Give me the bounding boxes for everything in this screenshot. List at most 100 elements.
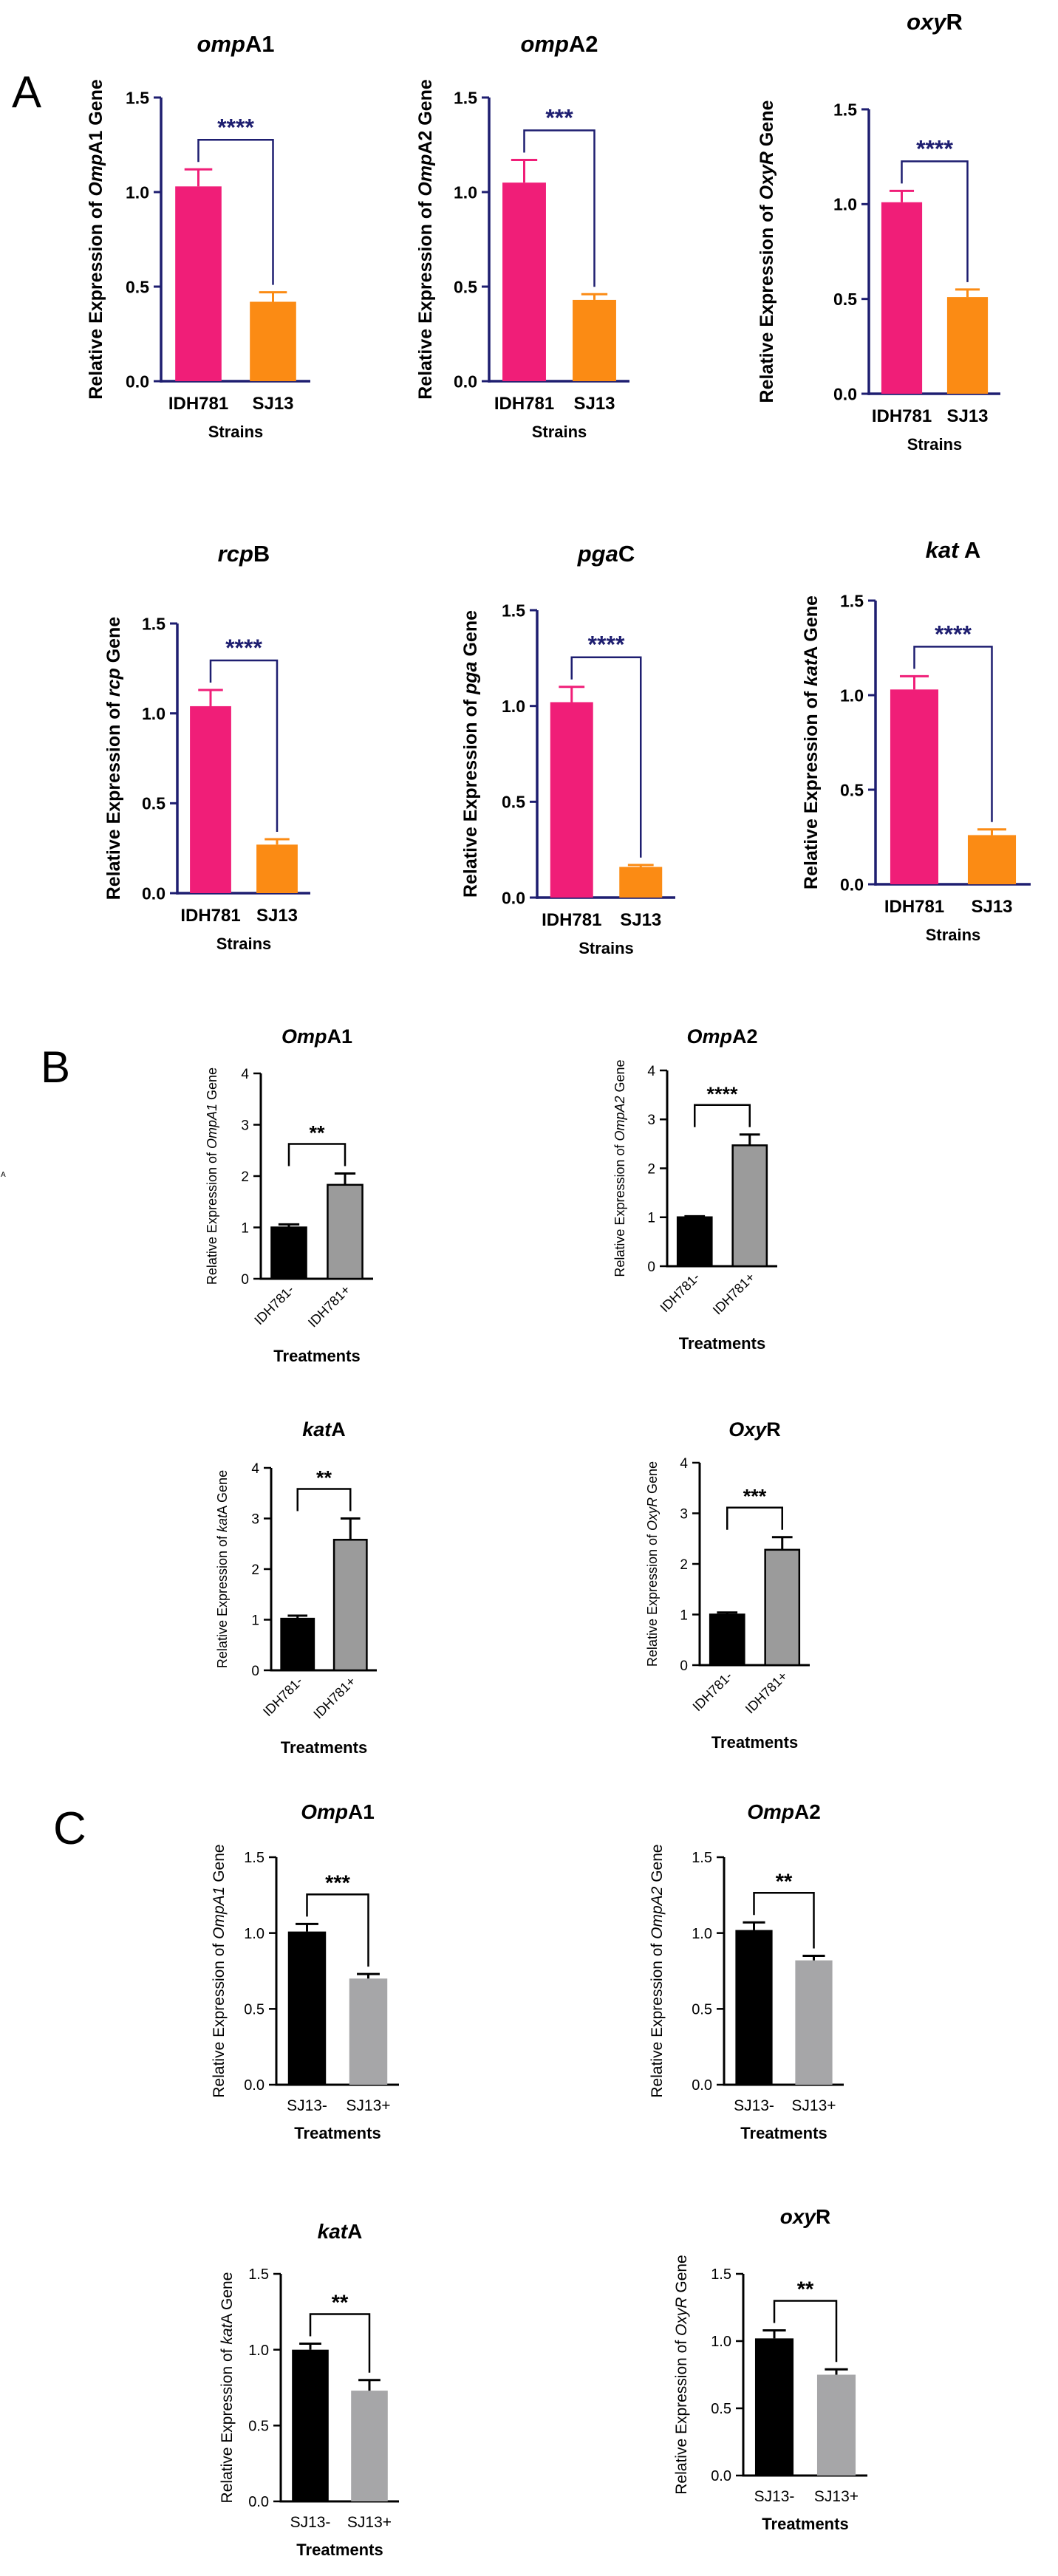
x-tick-label: IDH781- (260, 1674, 306, 1720)
y-tick-label: 0.5 (711, 2401, 731, 2417)
chart-c3: katA 0.0 0.5 1.0 1.5 SJ13- SJ13+ Treatments Rela… (219, 2220, 399, 2559)
y-tick-label: 1 (647, 1211, 655, 1226)
y-axis-title: Relative Expression of rcp Gene (103, 617, 124, 901)
y-tick-label: 0 (647, 1260, 655, 1275)
chart-a3: oxyR 0.0 0.5 1.0 1.5 IDH781 SJ13 Strains Relativ… (757, 9, 1000, 454)
x-axis-title: Strains (532, 423, 587, 441)
chart-title: OmpA1 (301, 1800, 375, 1823)
bar (270, 1226, 307, 1280)
significance-bracket (694, 1104, 751, 1127)
x-tick-label: IDH781 (884, 897, 944, 917)
panel-label-a: A (12, 67, 42, 117)
x-tick-label: SJ13 (971, 897, 1012, 917)
y-axis-title: Relative Expression of OmpA2 Gene (649, 1844, 666, 2097)
y-tick-label: 0.0 (244, 2077, 264, 2094)
significance-bracket (197, 139, 274, 285)
x-tick-label: SJ13 (252, 394, 293, 414)
bar (816, 2374, 856, 2476)
chart-title: oxyR (780, 2205, 830, 2228)
significance-bracket (287, 1143, 347, 1166)
y-tick-label: 3 (680, 1506, 688, 1522)
significance-label: **** (217, 114, 254, 140)
significance-bracket (901, 160, 969, 282)
chart-a5: pgaC 0.0 0.5 1.0 1.5 IDH781 SJ13 Strains Relativ… (460, 541, 675, 957)
chart-title: oxyR (907, 9, 963, 35)
y-tick-label: 1.5 (833, 100, 857, 119)
y-tick-label: 0.0 (248, 2494, 269, 2510)
x-axis-title: Treatments (281, 1738, 367, 1757)
y-tick-label: 2 (251, 1562, 259, 1578)
bar (764, 1548, 801, 1667)
y-tick-label: 4 (241, 1067, 249, 1082)
bar (351, 2391, 388, 2501)
significance-bracket (523, 129, 595, 287)
y-tick-label: 1.0 (840, 686, 864, 705)
x-tick-label: IDH781 (872, 406, 932, 426)
bar (967, 835, 1017, 884)
x-tick-label: IDH781- (251, 1282, 297, 1328)
significance-label: **** (588, 632, 625, 658)
y-tick-label: 1.0 (711, 2334, 731, 2350)
chart-title: OmpA1 (281, 1025, 352, 1048)
chart-b2: OmpA2 0 1 2 3 4 IDH781- IDH781+ Treatments Relati… (612, 1025, 777, 1353)
y-tick-label: 1.0 (692, 1926, 712, 1942)
y-tick-label: 1.5 (840, 591, 864, 610)
bar (890, 689, 939, 884)
y-tick-label: 0.0 (454, 372, 477, 391)
significance-bracket (306, 1893, 369, 1967)
x-axis-title: Treatments (740, 2124, 827, 2142)
y-tick-label: 0.0 (711, 2468, 731, 2484)
chart-title: rcpB (218, 541, 270, 567)
bar (735, 1930, 773, 2085)
bar (349, 1978, 388, 2085)
y-tick-label: 0.0 (142, 884, 165, 903)
y-tick-label: 1.5 (454, 88, 477, 107)
y-tick-label: 1.5 (244, 1850, 264, 1866)
panel-label-c: C (53, 1803, 86, 1854)
significance-label: ** (309, 1122, 325, 1144)
x-tick-label: IDH781- (658, 1270, 703, 1316)
significance-bracket (726, 1506, 783, 1530)
y-tick-label: 1.0 (454, 182, 477, 202)
y-tick-label: 4 (251, 1461, 259, 1477)
significance-label: *** (325, 1871, 351, 1895)
x-tick-label: IDH781+ (305, 1282, 353, 1330)
chart-c2: OmpA2 0.0 0.5 1.0 1.5 SJ13- SJ13+ Treatments Rel… (649, 1800, 844, 2142)
bar (256, 844, 298, 893)
x-tick-label: IDH781 (168, 394, 228, 414)
significance-label: *** (545, 104, 573, 131)
y-axis-title: Relative Expression of OmpA1 Gene (211, 1844, 228, 2097)
y-tick-label: 0.5 (833, 290, 857, 309)
significance-bracket (296, 1488, 352, 1511)
y-axis-title: Relative Expression of OmpA1 Gene (205, 1067, 219, 1285)
chart-title: OxyR (728, 1418, 781, 1441)
significance-bracket (913, 646, 993, 822)
y-axis-title: Relative Expression of OmpA2 Gene (415, 79, 436, 400)
chart-a4: rcpB 0.0 0.5 1.0 1.5 IDH781 SJ13 Strains Relativ… (103, 541, 310, 953)
bar (619, 867, 663, 898)
y-axis-title: Relative Expression of katA Gene (801, 595, 822, 889)
significance-bracket (570, 656, 642, 858)
y-tick-label: 1.5 (692, 1850, 712, 1866)
x-tick-label: IDH781 (494, 394, 554, 414)
y-axis-title: Relative Expression of OxyR Gene (757, 100, 777, 403)
bar (175, 186, 222, 381)
x-axis-title: Strains (208, 423, 264, 441)
significance-bracket (309, 2313, 371, 2373)
panel-label-b: B (41, 1042, 71, 1092)
significance-label: **** (225, 635, 262, 661)
chart-c4: oxyR 0.0 0.5 1.0 1.5 SJ13- SJ13+ Treatments Rela… (673, 2205, 867, 2533)
x-tick-label: SJ13 (573, 394, 615, 414)
chart-title: pgaC (577, 541, 635, 567)
bar (287, 1931, 327, 2085)
x-tick-label: SJ13- (734, 2097, 774, 2114)
x-tick-label: SJ13- (754, 2488, 795, 2505)
significance-label: **** (706, 1083, 738, 1105)
x-axis-title: Treatments (679, 1334, 765, 1353)
chart-a2: ompA2 0.0 0.5 1.0 1.5 IDH781 SJ13 Strains Relati… (415, 31, 629, 441)
bar (754, 2338, 794, 2476)
significance-label: ** (332, 2291, 349, 2314)
y-tick-label: 3 (647, 1113, 655, 1128)
x-tick-label: IDH781 (180, 906, 240, 926)
